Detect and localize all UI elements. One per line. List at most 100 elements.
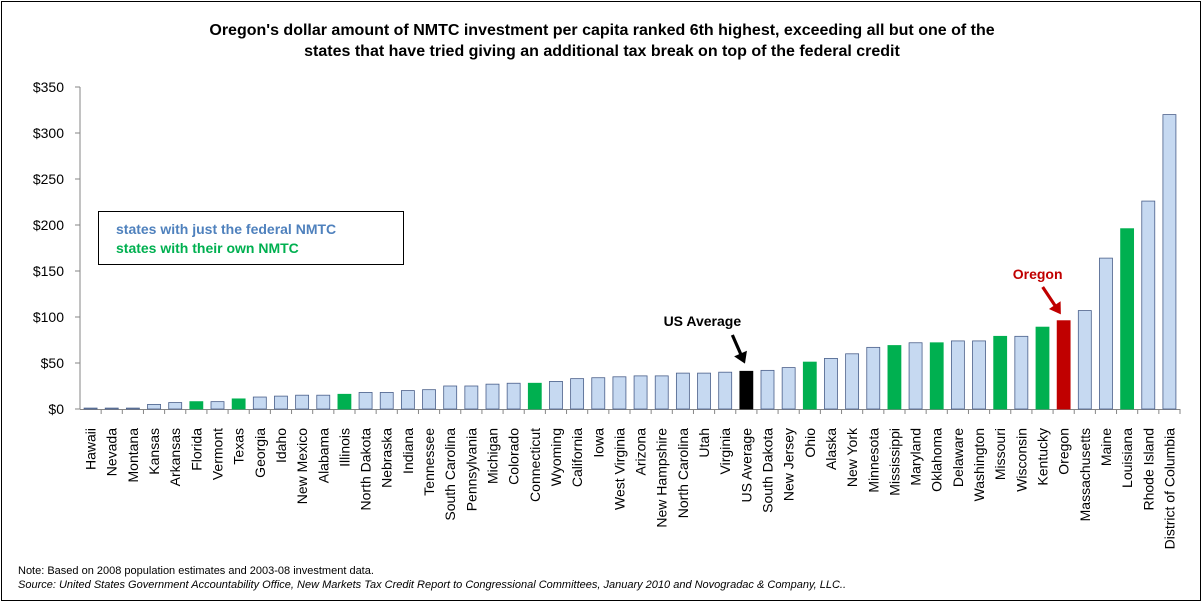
- bar: [718, 371, 733, 410]
- bar: [485, 383, 500, 410]
- bar: [422, 389, 436, 410]
- bar: [887, 345, 902, 410]
- x-tick-label: Montana: [125, 428, 141, 483]
- bar: [400, 390, 415, 410]
- y-tick-label: $200: [33, 217, 64, 233]
- x-tick-label: Iowa: [590, 428, 606, 458]
- x-tick-label: Oklahoma: [929, 428, 945, 492]
- bar: [549, 380, 563, 410]
- x-tick-label: Ohio: [802, 428, 818, 458]
- bar: [781, 367, 796, 410]
- x-tick-label: California: [569, 428, 585, 487]
- bar: [1120, 228, 1135, 410]
- bar: [1014, 335, 1029, 410]
- x-tick-label: Arizona: [633, 428, 649, 476]
- bar: [654, 375, 669, 410]
- bar: [845, 353, 860, 410]
- bar: [760, 369, 775, 410]
- x-tick-label: North Dakota: [358, 428, 374, 511]
- bar: [570, 378, 585, 410]
- chart-title-line-2: states that have tried giving an additio…: [304, 43, 900, 60]
- x-tick-label: Missouri: [992, 428, 1008, 480]
- x-tick-label: Illinois: [336, 428, 352, 467]
- bar: [633, 375, 648, 410]
- bar: [147, 403, 161, 410]
- x-tick-label: Michigan: [485, 428, 501, 484]
- y-tick-label: $150: [33, 263, 64, 279]
- y-tick-label: $250: [33, 171, 64, 187]
- x-tick-label: Indiana: [400, 428, 416, 474]
- x-tick-label: West Virginia: [611, 428, 627, 510]
- y-tick-label: $100: [33, 309, 64, 325]
- bar: [527, 382, 542, 410]
- annotation-arrowhead: [1048, 301, 1061, 315]
- bar: [231, 398, 246, 410]
- bar: [950, 340, 965, 410]
- x-tick-label: Mississippi: [886, 428, 902, 496]
- x-tick-label: US Average: [738, 428, 754, 503]
- annotation-arrowhead: [734, 350, 747, 364]
- x-tick-label: Kansas: [146, 428, 162, 475]
- bar: [316, 394, 331, 410]
- x-tick-label: Virginia: [717, 428, 733, 475]
- legend-item-own: states with their own NMTC: [116, 240, 299, 256]
- bar: [295, 394, 310, 410]
- bar: [464, 385, 479, 410]
- x-tick-label: Arkansas: [167, 428, 183, 486]
- y-tick-label: $0: [48, 401, 64, 417]
- x-tick-label: Oregon: [1056, 428, 1072, 475]
- x-tick-label: Massachusetts: [1077, 428, 1093, 521]
- bar: [866, 346, 881, 410]
- x-tick-label: South Carolina: [442, 428, 458, 521]
- bar: [104, 407, 119, 410]
- x-tick-label: Utah: [696, 428, 712, 458]
- x-tick-label: Kentucky: [1035, 428, 1051, 486]
- y-tick-label: $350: [33, 79, 64, 95]
- bar: [591, 377, 606, 410]
- x-tick-label: New Hampshire: [654, 428, 670, 528]
- x-tick-label: Wisconsin: [1013, 428, 1029, 492]
- x-tick-label: Maryland: [908, 428, 924, 486]
- x-tick-label: New Jersey: [781, 428, 797, 501]
- bar: [1141, 200, 1156, 410]
- bar: [1077, 310, 1092, 410]
- x-tick-label: Texas: [231, 428, 247, 465]
- y-tick-label: $300: [33, 125, 64, 141]
- x-tick-label: Vermont: [210, 428, 226, 480]
- x-tick-label: Minnesota: [865, 428, 881, 493]
- bar: [189, 401, 204, 410]
- x-tick-label: Washington: [971, 428, 987, 501]
- x-tick-label: Colorado: [506, 428, 522, 485]
- x-tick-label: New York: [844, 427, 860, 487]
- bar: [824, 357, 838, 410]
- x-tick-label: Nevada: [104, 428, 120, 476]
- chart-title: Oregon's dollar amount of NMTC investmen…: [0, 20, 1204, 62]
- x-tick-label: District of Columbia: [1161, 428, 1177, 550]
- bar: [612, 376, 627, 410]
- x-tick-label: Nebraska: [379, 428, 395, 488]
- legend-item-federal: states with just the federal NMTC: [116, 221, 337, 237]
- x-tick-label: New Mexico: [294, 428, 310, 504]
- bar: [506, 382, 521, 410]
- x-tick-label: Alaska: [823, 428, 839, 470]
- footnotes: Note: Based on 2008 population estimates…: [18, 564, 846, 592]
- bar: [972, 340, 986, 410]
- x-tick-label: Wyoming: [548, 428, 564, 486]
- x-tick-label: Georgia: [252, 428, 268, 478]
- y-tick-label: $50: [41, 355, 65, 371]
- bar: [252, 396, 267, 410]
- x-tick-label: South Dakota: [760, 428, 776, 513]
- annotation-label: Oregon: [1013, 266, 1063, 282]
- bar: [1056, 320, 1071, 410]
- bar: [83, 407, 98, 410]
- bar: [125, 407, 140, 410]
- bar: [993, 335, 1008, 410]
- annotation-label: US Average: [664, 313, 742, 329]
- x-tick-label: Rhode Island: [1140, 428, 1156, 511]
- bar: [739, 370, 754, 410]
- legend: states with just the federal NMTC states…: [98, 211, 404, 265]
- x-tick-label: Delaware: [950, 428, 966, 487]
- x-tick-label: Idaho: [273, 428, 289, 463]
